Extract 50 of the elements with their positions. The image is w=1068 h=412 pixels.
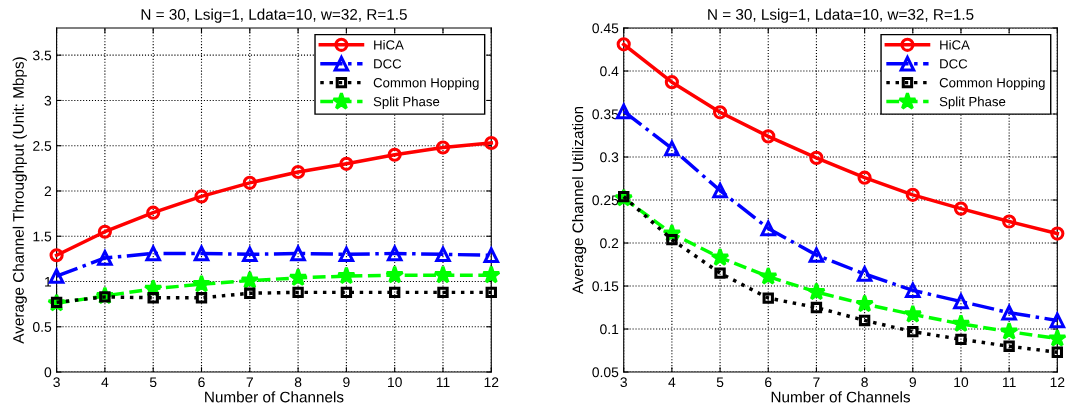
x-tick-label: 4 <box>668 377 676 387</box>
y-tick-label: 0.5 <box>32 322 52 332</box>
x-tick-label: 5 <box>149 377 157 388</box>
x-tick-label: 12 <box>1050 377 1065 387</box>
legend-label: DCC <box>940 59 968 69</box>
x-tick-label: 8 <box>294 377 302 388</box>
x-tick-label: 8 <box>861 377 868 388</box>
y-tick-label: 0.15 <box>592 281 619 292</box>
x-tick-label: 9 <box>343 377 350 388</box>
legend-label: HiCA <box>374 39 404 50</box>
x-tick-label: 10 <box>388 377 402 388</box>
y-tick-label: 0.1 <box>600 324 619 335</box>
legend-label: Common Hopping <box>373 77 479 90</box>
x-tick-label: 5 <box>716 377 724 388</box>
x-tick-label: 12 <box>484 377 499 387</box>
y-tick-label: 3 <box>44 95 52 106</box>
x-tick-label: 11 <box>1002 377 1016 387</box>
x-tick-label: 10 <box>954 377 969 388</box>
x-tick-label: 9 <box>909 377 916 388</box>
y-tick-label: 1.5 <box>33 231 52 242</box>
y-tick-label: 0.2 <box>600 238 619 249</box>
legend-label: Split Phase <box>939 96 1006 109</box>
legend-label: DCC <box>374 59 402 69</box>
y-tick-label: 0.05 <box>592 367 619 378</box>
x-tick-label: 3 <box>53 377 60 388</box>
y-tick-label: 0.25 <box>592 195 619 206</box>
x-tick-label: 6 <box>765 377 772 388</box>
y-tick-label: 3.5 <box>32 50 52 61</box>
y-tick-label: 0.45 <box>592 23 619 34</box>
x-tick-label: 11 <box>436 377 450 387</box>
x-tick-label: 7 <box>246 377 253 387</box>
y-tick-label: 1 <box>45 276 52 287</box>
x-tick-label: 6 <box>198 377 205 388</box>
chart-title: N = 30, Lsig=1, Ldata=10, w=32, R=1.5 <box>708 8 974 23</box>
y-tick-label: 0.4 <box>600 66 619 77</box>
y-axis-title: Average Channel Utilization <box>572 106 587 295</box>
legend-label: Split Phase <box>373 96 440 109</box>
y-tick-label: 2 <box>44 186 52 197</box>
y-tick-label: 0.3 <box>600 152 619 163</box>
x-axis-title: Number of Channels <box>771 391 911 403</box>
x-axis-title: Number of Channels <box>205 391 344 403</box>
chart-title: N = 30, Lsig=1, Ldata=10, w=32, R=1.5 <box>141 8 407 23</box>
legend-label: Common Hopping <box>939 77 1045 90</box>
x-tick-label: 7 <box>813 377 820 387</box>
x-tick-label: 4 <box>101 377 109 387</box>
legend-label: HiCA <box>940 39 970 50</box>
x-tick-label: 3 <box>620 377 627 388</box>
y-tick-label: 0 <box>44 367 52 378</box>
y-axis-title: Average Channel Throughput (Unit: Mbps) <box>12 57 27 344</box>
y-tick-label: 2.5 <box>33 141 52 151</box>
